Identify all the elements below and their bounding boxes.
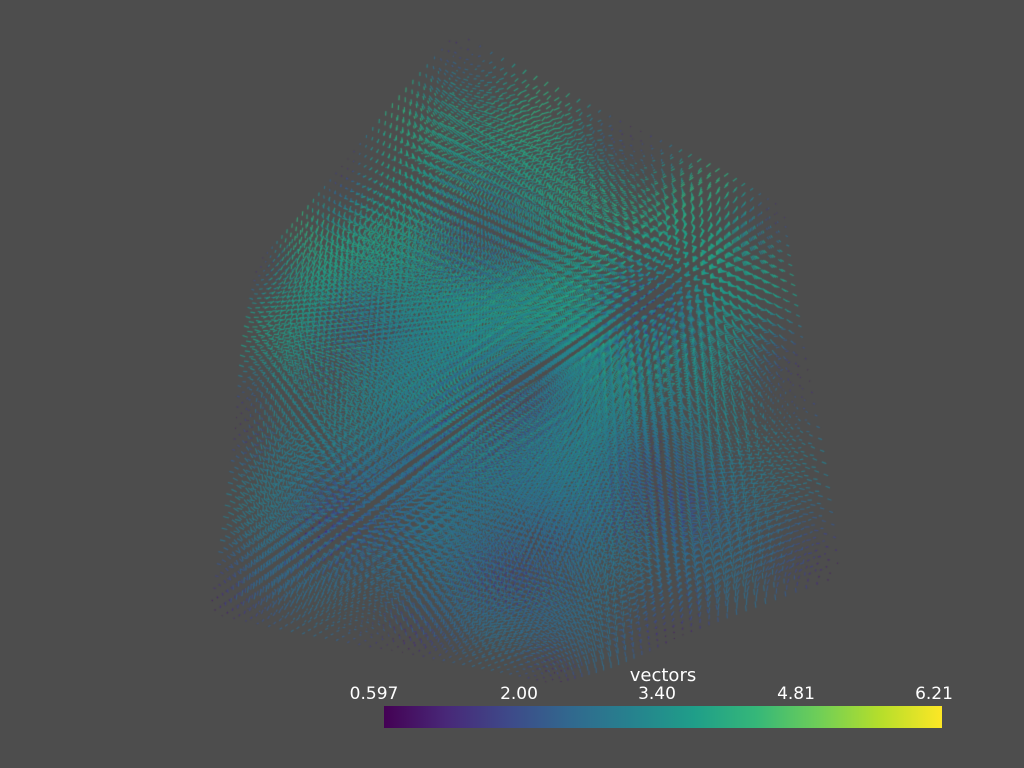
scalar-bar-tick-label: 4.81: [777, 684, 815, 704]
scalar-bar-tick-label: 0.597: [349, 684, 399, 704]
scalar-bar-tick-label: 6.21: [915, 684, 953, 704]
scalar-bar-tick-label: 3.40: [638, 684, 676, 704]
scalar-bar-color-ramp: [384, 706, 942, 728]
scalar-bar: vectors 0.597 2.00 3.40 4.81 6.21: [350, 665, 953, 732]
scalar-bar-tick-label: 2.00: [500, 684, 538, 704]
scalar-bar-title: vectors: [629, 665, 697, 686]
